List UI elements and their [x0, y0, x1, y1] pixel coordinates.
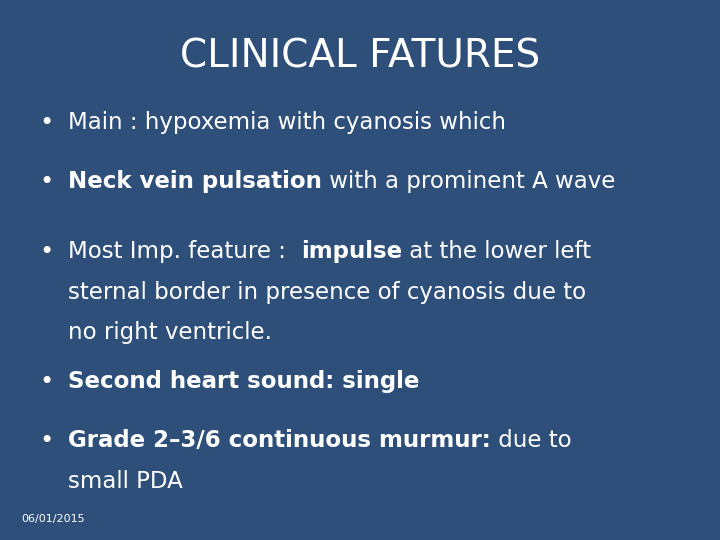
Text: no right ventricle.: no right ventricle. — [68, 321, 272, 345]
Text: small PDA: small PDA — [68, 470, 183, 493]
Text: Neck vein pulsation: Neck vein pulsation — [68, 170, 323, 193]
Text: •: • — [40, 170, 54, 194]
Text: Most Imp. feature :: Most Imp. feature : — [68, 240, 301, 264]
Text: •: • — [40, 429, 54, 453]
Text: Second heart sound: single: Second heart sound: single — [68, 370, 420, 393]
Text: impulse: impulse — [301, 240, 402, 264]
Text: due to: due to — [491, 429, 572, 453]
Text: •: • — [40, 370, 54, 394]
Text: with a prominent A wave: with a prominent A wave — [323, 170, 616, 193]
Text: sternal border in presence of cyanosis due to: sternal border in presence of cyanosis d… — [68, 281, 587, 304]
Text: •: • — [40, 111, 54, 134]
Text: CLINICAL FATURES: CLINICAL FATURES — [180, 38, 540, 76]
Text: at the lower left: at the lower left — [402, 240, 591, 264]
Text: 06/01/2015: 06/01/2015 — [22, 514, 85, 524]
Text: Grade 2–3/6 continuous murmur:: Grade 2–3/6 continuous murmur: — [68, 429, 491, 453]
Text: •: • — [40, 240, 54, 264]
Text: Main : hypoxemia with cyanosis which: Main : hypoxemia with cyanosis which — [68, 111, 506, 134]
